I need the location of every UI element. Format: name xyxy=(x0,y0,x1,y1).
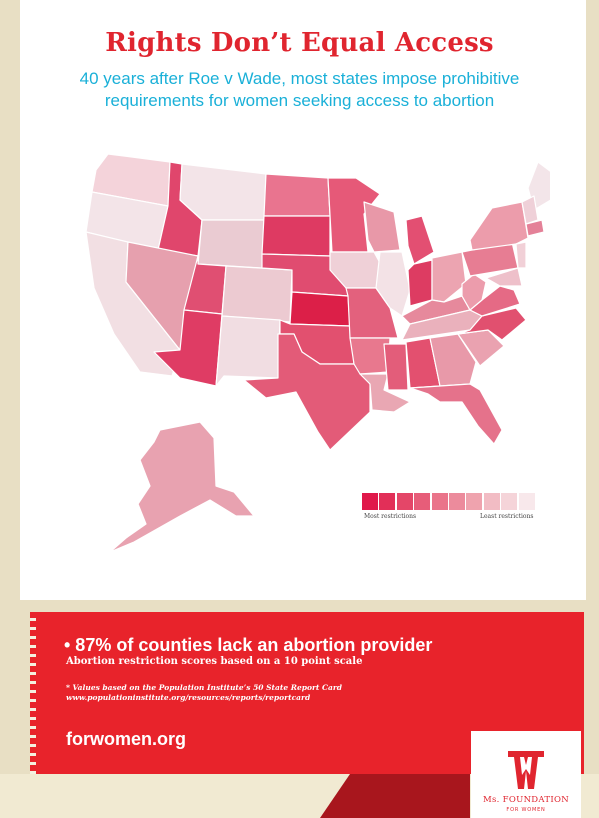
banner-headline: • 87% of counties lack an abortion provi… xyxy=(64,635,433,655)
state-indiana xyxy=(407,259,433,307)
legend-most-label: Most restrictions xyxy=(364,513,417,520)
legend-swatch xyxy=(379,493,396,510)
subtitle-line-1: 40 years after Roe v Wade, most states i… xyxy=(79,69,520,88)
legend-swatch xyxy=(518,493,535,510)
state-wisconsin xyxy=(363,201,401,253)
legend-swatch xyxy=(396,493,413,510)
legend-swatch xyxy=(431,493,448,510)
state-colorado xyxy=(221,265,293,323)
state-alaska xyxy=(109,421,255,553)
legend-swatch xyxy=(449,493,465,510)
page-title: Rights Don’t Equal Access xyxy=(105,28,494,58)
state-michigan xyxy=(405,215,435,265)
state-north-dakota xyxy=(263,173,331,217)
state-vermont-nh xyxy=(521,195,539,225)
banner-perforated-edge xyxy=(30,612,36,774)
website-link[interactable]: forwomen.org xyxy=(66,729,186,749)
state-texas xyxy=(243,333,371,451)
legend-swatch xyxy=(483,493,500,510)
subtitle-line-2: requirements for women seeking access to… xyxy=(104,91,495,110)
state-kansas xyxy=(289,291,351,327)
legend-swatch xyxy=(501,493,518,510)
state-new-york xyxy=(469,201,529,251)
banner-source-note: * Values based on the Population Institu… xyxy=(66,683,342,703)
us-map xyxy=(85,153,550,553)
source-note-line-2[interactable]: www.populationinstitute.org/resources/re… xyxy=(66,693,311,702)
source-note-line-1: * Values based on the Population Institu… xyxy=(66,683,343,692)
state-new-jersey xyxy=(515,241,527,269)
legend-least-label: Least restrictions xyxy=(480,513,534,520)
banner-subline: Abortion restriction scores based on a 1… xyxy=(66,656,363,667)
state-georgia xyxy=(429,333,477,387)
state-south-dakota xyxy=(261,215,331,257)
legend-swatch xyxy=(466,493,483,510)
state-massachusetts xyxy=(525,219,545,237)
page-subtitle: 40 years after Roe v Wade, most states i… xyxy=(30,68,569,112)
state-maryland-delaware xyxy=(485,267,523,287)
legend-swatch xyxy=(414,493,431,510)
state-ohio xyxy=(431,251,467,303)
logo-name: Ms. FOUNDATION xyxy=(482,795,570,805)
logo-mark-icon xyxy=(508,751,544,789)
logo-tagline: FOR WOMEN xyxy=(506,807,546,813)
state-arkansas xyxy=(349,337,391,375)
state-florida xyxy=(409,383,503,445)
state-new-mexico xyxy=(215,315,281,387)
legend-swatch xyxy=(362,493,378,510)
state-montana xyxy=(179,163,267,221)
state-wyoming xyxy=(197,219,265,269)
ms-foundation-logo[interactable]: Ms. FOUNDATION FOR WOMEN xyxy=(471,731,581,818)
state-mississippi xyxy=(383,343,409,391)
